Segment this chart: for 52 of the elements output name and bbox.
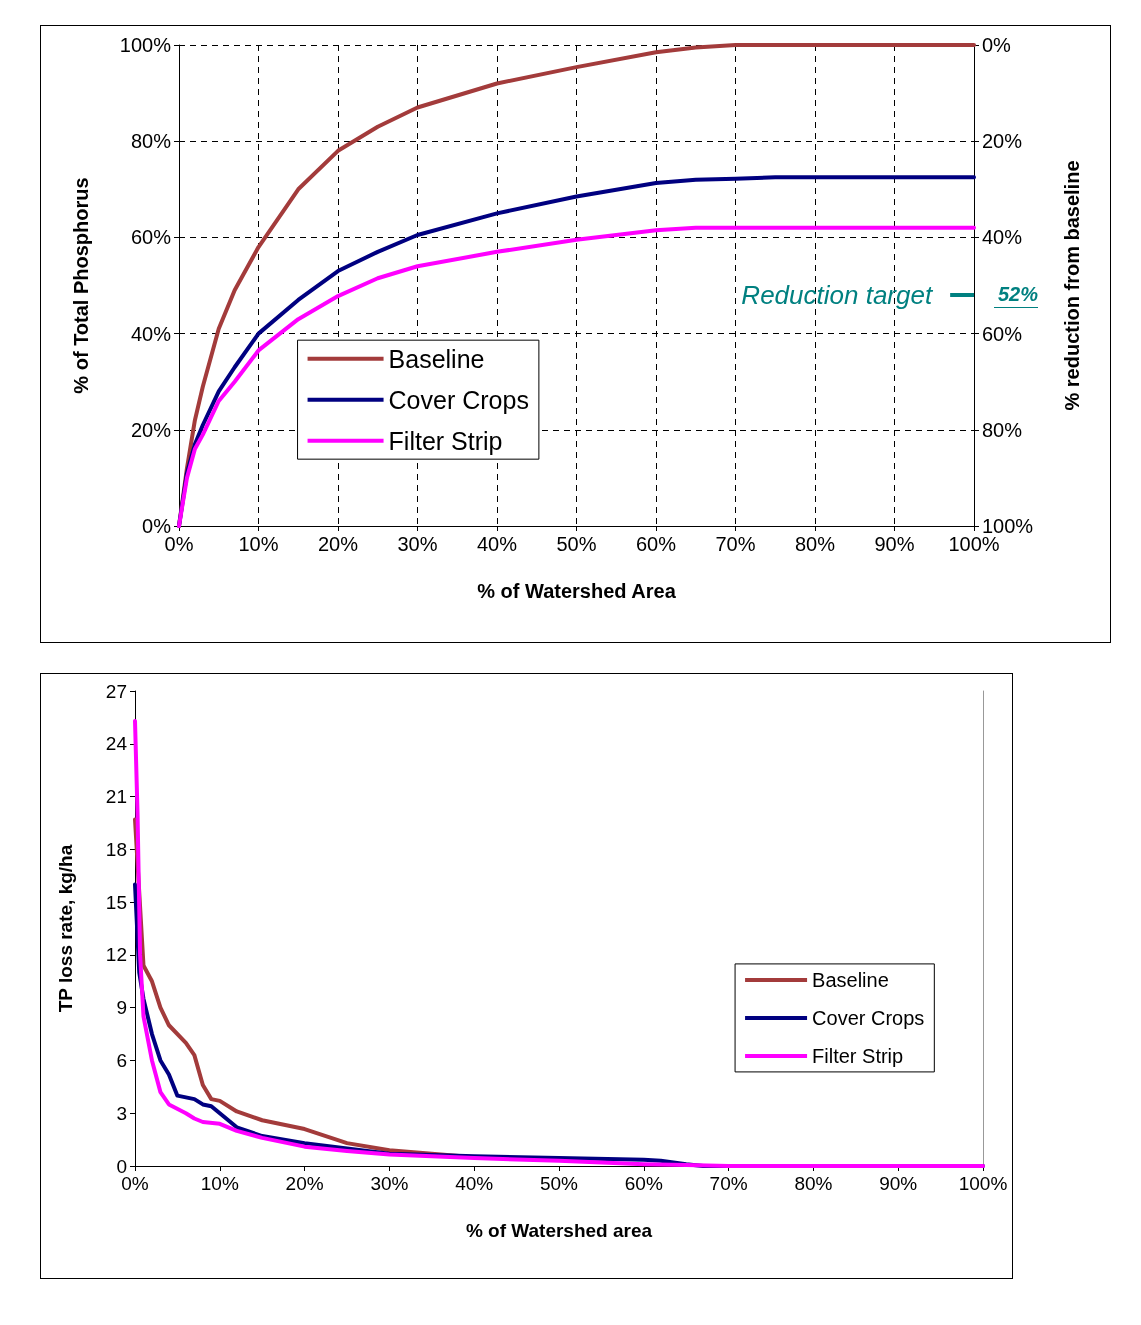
y2-tick-label: 80%	[982, 418, 1023, 441]
y2-tick-label: 20%	[982, 130, 1023, 153]
x-tick-label: 40%	[476, 533, 518, 555]
x-tick-label: 60%	[635, 533, 677, 555]
y-tick-label: 15	[105, 891, 127, 913]
y-tick-label: 21	[105, 786, 127, 808]
y-tick-label: 6	[116, 1049, 127, 1071]
x-tick-label: 30%	[370, 1173, 409, 1194]
y2-axis-title: % reduction from baseline	[1061, 160, 1083, 411]
x-tick-label: 10%	[238, 533, 279, 555]
x-tick-label: 90%	[874, 533, 915, 555]
y-tick-label: 20%	[130, 418, 172, 441]
x-tick-label: 10%	[200, 1173, 239, 1194]
y2-tick-label: 40%	[982, 226, 1023, 249]
legend-label: Filter Strip	[812, 1044, 904, 1067]
y2-tick-label: 0%	[982, 34, 1012, 56]
y-tick-label: 24	[105, 733, 128, 755]
y-tick-label: 18	[105, 838, 127, 860]
x-tick-label: 80%	[794, 1173, 833, 1194]
x-tick-label: 70%	[709, 1173, 748, 1194]
x-tick-label: 20%	[285, 1173, 324, 1194]
x-tick-label: 60%	[624, 1173, 663, 1194]
legend-label: Filter Strip	[388, 426, 503, 455]
x-axis-title: % of Watershed Area	[477, 580, 677, 602]
y-tick-label: 0	[116, 1155, 127, 1177]
y-tick-label: 9	[116, 997, 127, 1019]
x-axis-title: % of Watershed area	[465, 1220, 653, 1241]
y-axis-title: % of Total Phosphorus	[70, 177, 92, 394]
x-tick-label: 80%	[794, 533, 836, 555]
y-tick-label: 80%	[130, 130, 172, 153]
text: 52%	[997, 283, 1039, 305]
x-tick-label: 70%	[715, 533, 756, 555]
y-tick-label: 100%	[119, 34, 172, 56]
x-tick-label: 50%	[556, 533, 597, 555]
y-tick-label: 3	[116, 1102, 127, 1124]
x-tick-label: 40%	[455, 1173, 494, 1194]
y-axis-title: TP loss rate, kg/ha	[55, 844, 76, 1013]
x-tick-label: 30%	[397, 533, 438, 555]
y-tick-label: 12	[105, 944, 127, 966]
ref-line-label: Reduction target	[741, 280, 934, 311]
legend-label: Cover Crops	[388, 385, 529, 414]
y-tick-label: 60%	[130, 226, 172, 249]
legend-label: Baseline	[812, 968, 889, 991]
legend-label: Baseline	[388, 344, 485, 373]
x-tick-label: 90%	[879, 1173, 918, 1194]
y2-tick-label: 60%	[982, 322, 1023, 345]
x-tick-label: 20%	[317, 533, 359, 555]
y-tick-label: 27	[105, 680, 127, 702]
x-tick-label: 100%	[958, 1173, 1008, 1194]
y-tick-label: 40%	[130, 322, 172, 345]
legend-label: Cover Crops	[812, 1006, 925, 1029]
x-tick-label: 50%	[539, 1173, 579, 1194]
